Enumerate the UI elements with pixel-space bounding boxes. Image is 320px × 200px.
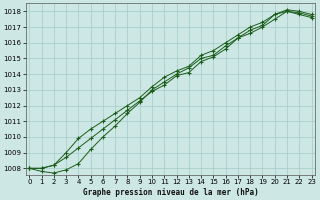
X-axis label: Graphe pression niveau de la mer (hPa): Graphe pression niveau de la mer (hPa): [83, 188, 258, 197]
